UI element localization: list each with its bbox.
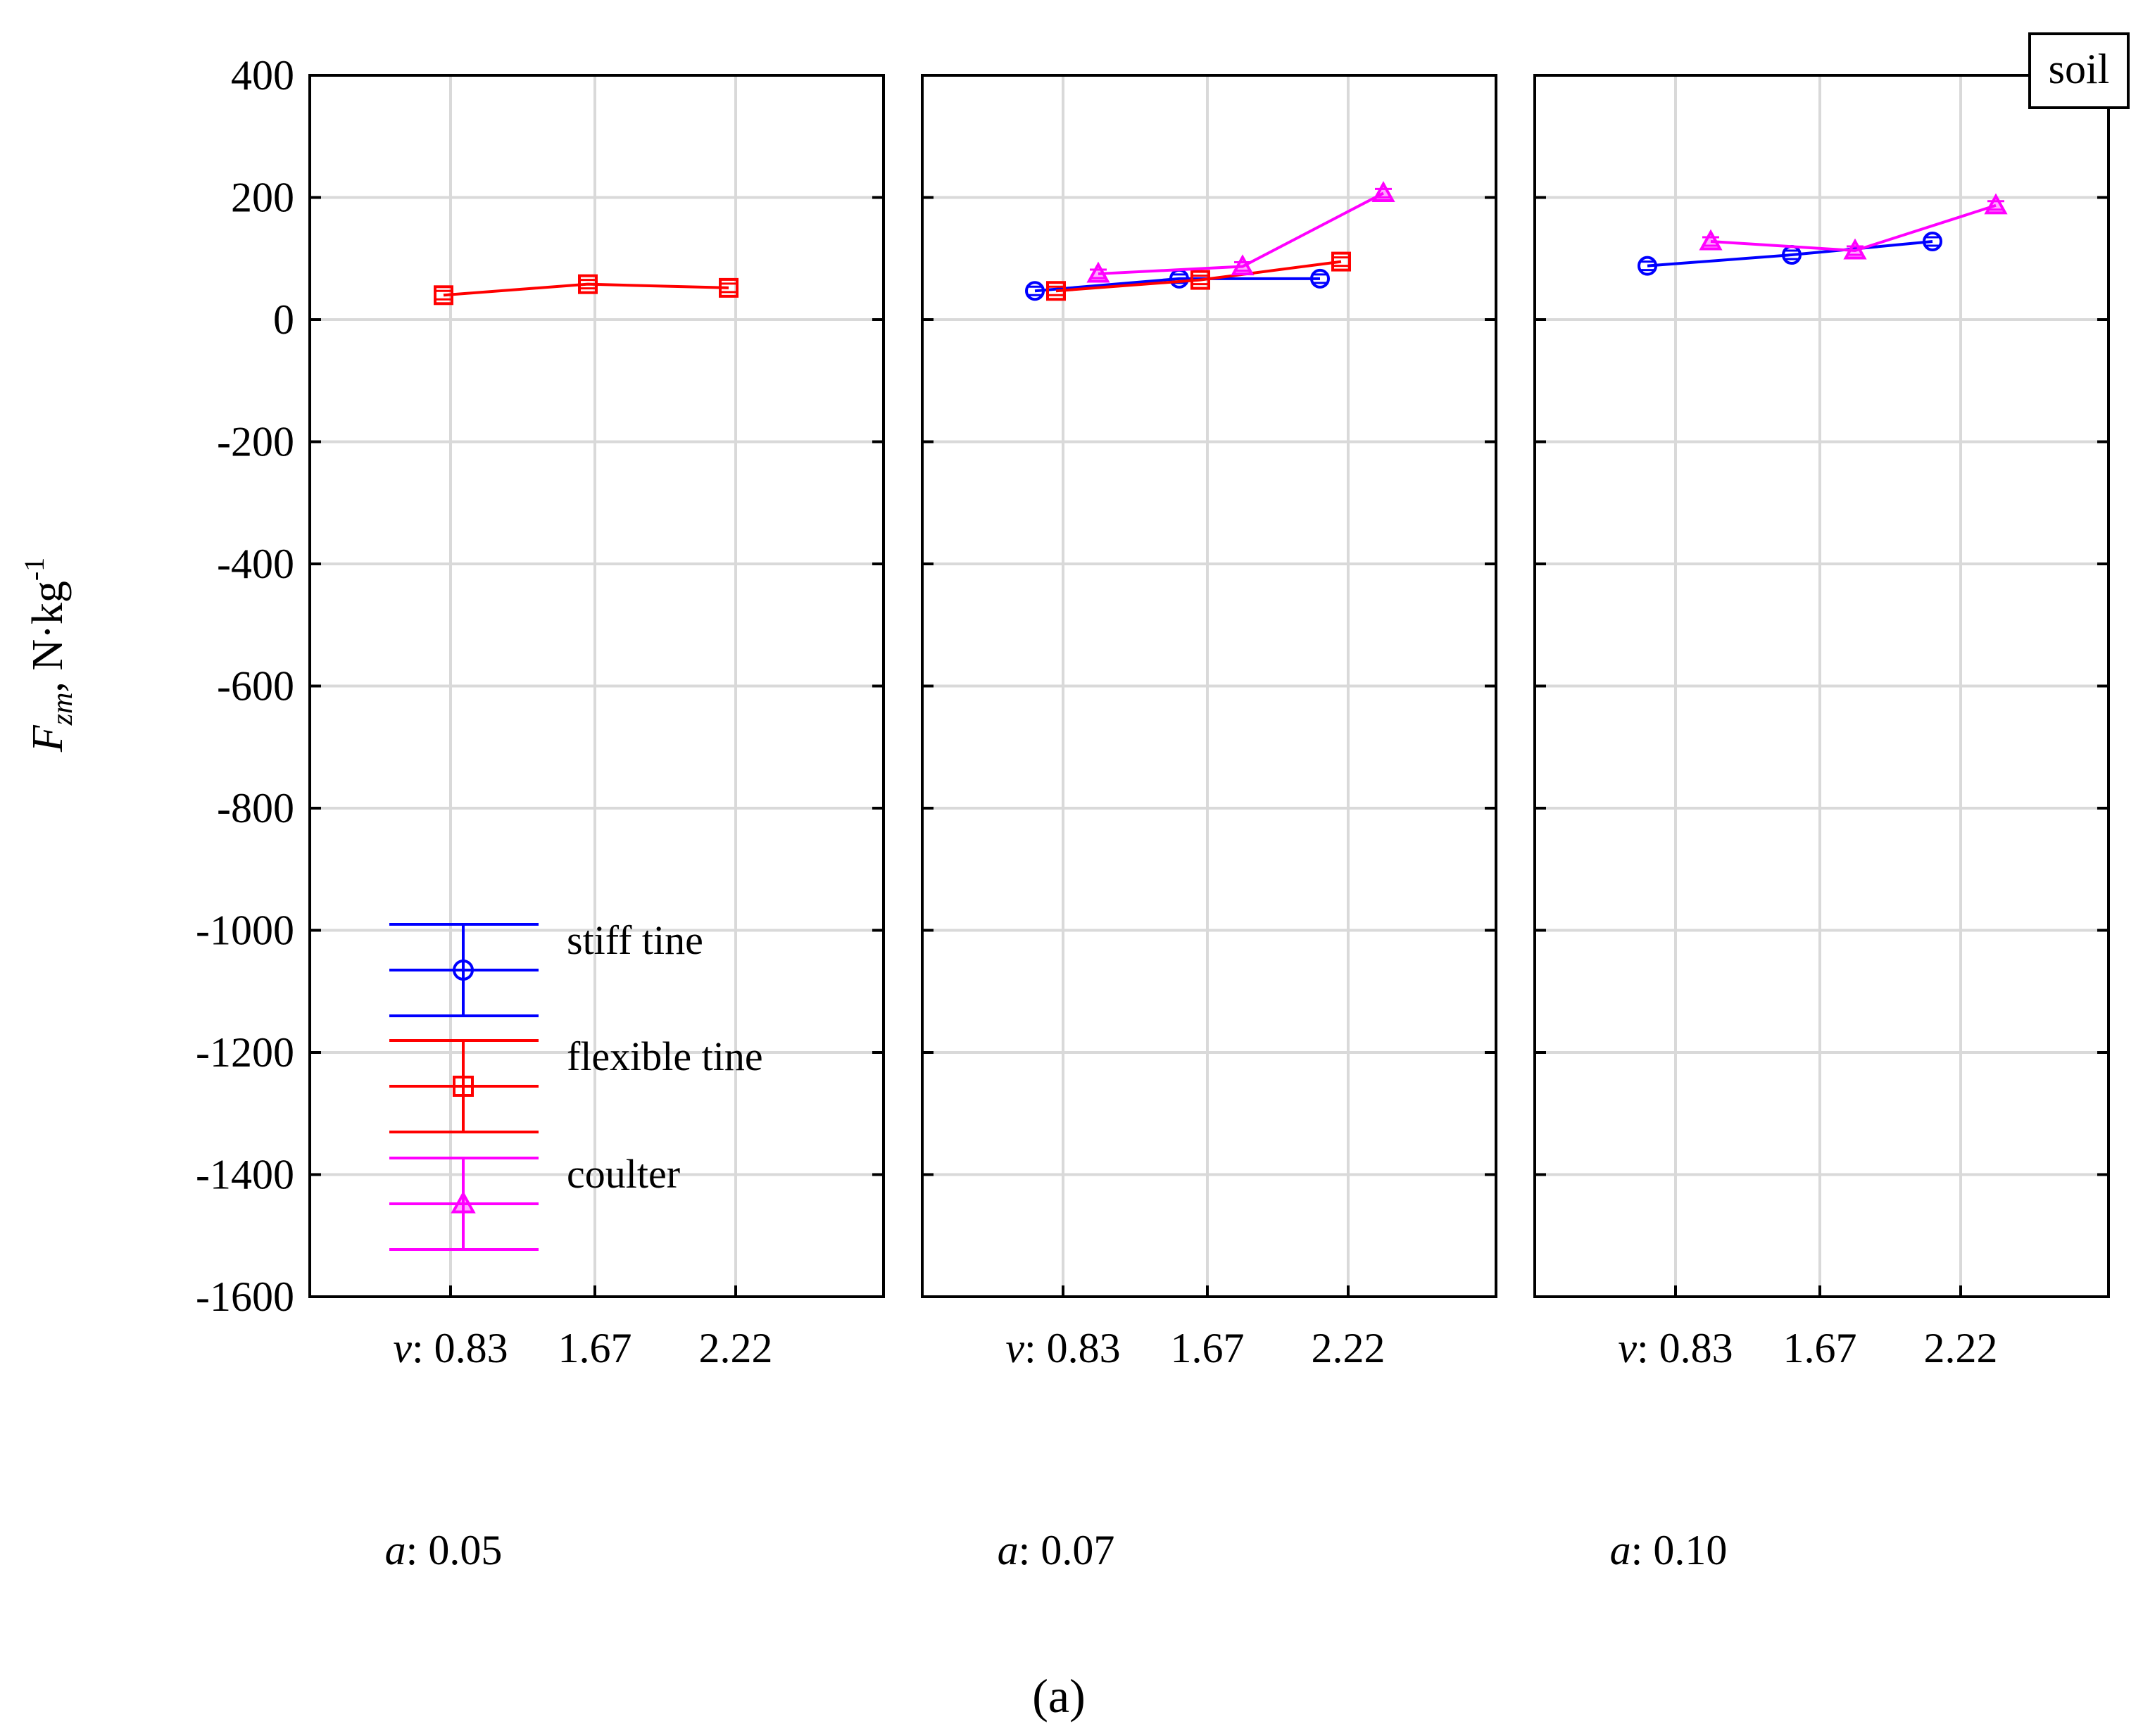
data-point-stiff-tine-0.83 [1638, 256, 1657, 276]
y-tick-label: 200 [231, 175, 294, 221]
data-point-coulter-0.83 [1086, 261, 1110, 283]
legend: stiff tine flexible tine coulter [389, 917, 763, 1251]
data-point-coulter-2.22 [1984, 193, 2008, 215]
panel-frame [921, 74, 1497, 1298]
y-tick-label: -800 [217, 785, 294, 831]
y-tick-label: -200 [217, 419, 294, 465]
x-tick-label: 1.67 [1171, 1325, 1245, 1371]
data-point-flexible-tine-2.22 [719, 277, 739, 298]
group-label: a: 0.10 [1610, 1527, 1728, 1573]
data-point-coulter-1.67 [1843, 238, 1867, 260]
series-line-stiff-tine [1647, 239, 1933, 268]
x-tick-label: v: 0.83 [1618, 1325, 1733, 1371]
figure-caption: (a) [1032, 1669, 1085, 1723]
y-tick-label: -400 [217, 541, 294, 587]
data-point-flexible-tine-1.67 [1190, 270, 1210, 290]
panels: v: 0.83 1.67 2.22 a: 0.05 v: 0.83 1.67 2.22 a: … [308, 74, 2110, 1573]
y-tick-label: -1200 [196, 1029, 294, 1076]
series-coulter-a-0-07 [1086, 181, 1395, 283]
soil-label-box: soil [2028, 32, 2130, 109]
data-point-flexible-tine-0.83 [1046, 281, 1066, 301]
data-point-stiff-tine-2.22 [1310, 268, 1330, 289]
series-line-stiff-tine [1034, 277, 1320, 293]
series-line-coulter [1098, 191, 1384, 275]
legend-marker-stiff-tine [453, 960, 474, 981]
legend-marker-flexible-tine [453, 1076, 474, 1097]
legend-coulter-marker [389, 1157, 539, 1251]
legend-stiff-tine-marker [389, 923, 539, 1017]
data-point-coulter-0.83 [1699, 229, 1723, 251]
y-tick-label: -1600 [196, 1273, 294, 1320]
series-line-flexible-tine [443, 282, 729, 297]
group-label: a: 0.05 [385, 1527, 503, 1573]
legend-marker-coulter [451, 1190, 476, 1214]
x-tick-label: 2.22 [699, 1325, 773, 1371]
legend-label-stiff-tine: stiff tine [567, 917, 703, 963]
x-tick-label: v: 0.83 [393, 1325, 508, 1371]
series-flexible-tine-a-0-05 [434, 274, 739, 306]
y-tick-label: -600 [217, 663, 294, 710]
panel-a-0-07: v: 0.83 1.67 2.22 a: 0.07 [921, 74, 1497, 1573]
y-tick-label: 0 [273, 296, 294, 343]
legend-label-flexible-tine: flexible tine [567, 1033, 763, 1079]
series-stiff-tine-a-0-07 [1025, 268, 1330, 301]
series-stiff-tine-a-0-10 [1638, 231, 1942, 276]
series-flexible-tine-a-0-07 [1046, 251, 1351, 301]
y-tick-labels: 400 200 0 -200 -400 -600 -800 -1000 -1200 -1400 -1… [196, 52, 294, 1320]
x-tick-label: 2.22 [1312, 1325, 1385, 1371]
x-tick-label: v: 0.83 [1005, 1325, 1120, 1371]
data-point-flexible-tine-1.67 [578, 274, 598, 294]
series-line-flexible-tine [1055, 260, 1342, 293]
legend-item-stiff-tine: stiff tine [389, 917, 703, 1017]
panel-a-0-10: v: 0.83 1.67 2.22 a: 0.10 [1533, 74, 2110, 1573]
y-tick-label: -1400 [196, 1152, 294, 1198]
data-point-flexible-tine-0.83 [434, 285, 453, 306]
data-point-coulter-2.22 [1371, 181, 1395, 202]
series-line-coulter [1710, 203, 1997, 252]
y-axis-label: Fzm, N·kg-1 [18, 558, 79, 753]
soil-label: soil [2049, 46, 2110, 92]
y-tick-label: -1000 [196, 907, 294, 954]
data-point-stiff-tine-0.83 [1025, 281, 1045, 301]
data-point-coulter-1.67 [1231, 254, 1255, 276]
panel-frame [308, 74, 885, 1298]
legend-item-coulter: coulter [389, 1151, 680, 1251]
group-label: a: 0.07 [998, 1527, 1115, 1573]
data-point-flexible-tine-2.22 [1331, 251, 1351, 272]
x-tick-label: 2.22 [1924, 1325, 1998, 1371]
panel-a-0-05: v: 0.83 1.67 2.22 a: 0.05 [308, 74, 885, 1573]
data-point-stiff-tine-2.22 [1923, 231, 1942, 251]
legend-label-coulter: coulter [567, 1151, 680, 1197]
legend-item-flexible-tine: flexible tine [389, 1033, 763, 1133]
series-coulter-a-0-10 [1699, 193, 2008, 260]
x-tick-label: 1.67 [1783, 1325, 1857, 1371]
y-tick-label: 400 [231, 52, 294, 99]
x-tick-label: 1.67 [558, 1325, 632, 1371]
panel-frame [1533, 74, 2110, 1298]
legend-flexible-tine-marker [389, 1039, 539, 1133]
